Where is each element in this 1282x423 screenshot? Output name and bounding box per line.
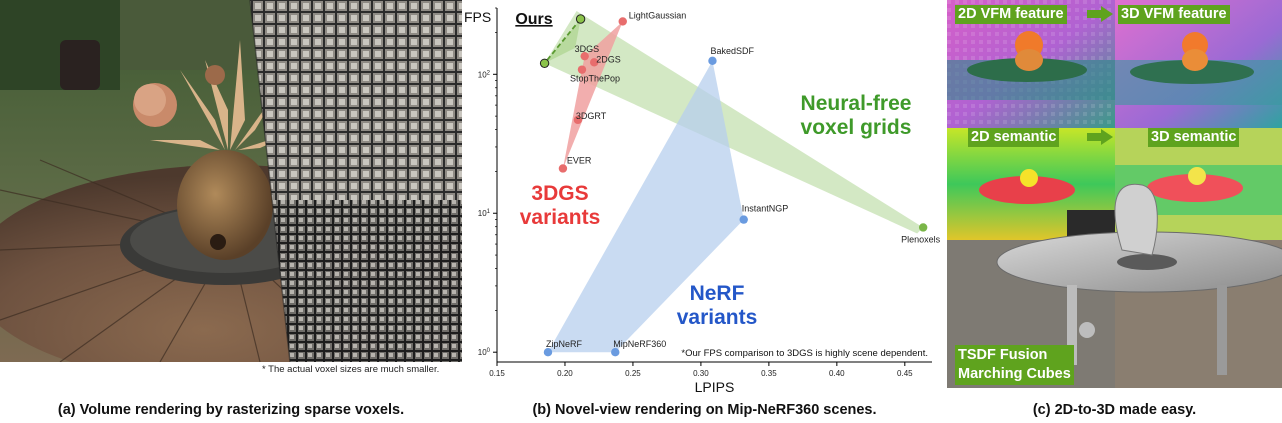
point-label: InstantNGP (742, 204, 789, 214)
x-tick-label: 0.45 (897, 369, 913, 378)
fps-vs-lpips-chart: 0.15 0.20 0.25 0.30 0.35 0.40 0.45 100 101 102 FPS… (462, 0, 947, 398)
ours-group-label: Ours (515, 11, 552, 28)
data-point (580, 51, 589, 61)
point-label: 2DGS (596, 54, 621, 64)
chart-footnote: *Our FPS comparison to 3DGS is highly sc… (681, 348, 928, 359)
x-tick-label: 0.40 (829, 369, 845, 378)
label-tsdf-line1: TSDF Fusion (958, 347, 1048, 363)
label-3d-vfm: 3D VFM feature (1118, 5, 1230, 24)
data-point (543, 347, 553, 357)
caption-a: (a) Volume rendering by rasterizing spar… (57, 402, 405, 418)
x-tick-label: 0.20 (557, 369, 573, 378)
data-point (739, 215, 748, 224)
voxel-size-footnote: * The actual voxel sizes are much smalle… (262, 364, 440, 375)
voxel-grid-region (544, 11, 924, 234)
data-point (611, 347, 620, 357)
nerf-group-label: NeRF (690, 282, 745, 305)
label-tsdf: TSDF Fusion Marching Cubes (955, 345, 1074, 385)
point-label: BakedSDF (710, 46, 754, 56)
label-3d-semantic: 3D semantic (1148, 128, 1240, 147)
data-point (708, 56, 717, 66)
nerf-group-label: variants (677, 306, 758, 329)
ours-point (539, 58, 550, 68)
2d-to-3d-panel: 2D VFM feature 3D VFM feature 2D semanti… (947, 0, 1282, 388)
voxel-rendering-image (0, 0, 462, 362)
3dgs-region (562, 21, 623, 169)
x-tick-label: 0.35 (761, 369, 777, 378)
label-2d-vfm: 2D VFM feature (955, 5, 1067, 24)
caption-b: (b) Novel-view rendering on Mip-NeRF360 … (532, 402, 877, 418)
ours-point (575, 14, 586, 24)
arrow-right-icon (1085, 128, 1115, 146)
y-tick-label: 100 (478, 348, 491, 357)
point-label: StopThePop (570, 74, 620, 84)
data-point (589, 58, 599, 67)
y-tick-label: 101 (478, 209, 491, 218)
y-axis-label: FPS (464, 9, 491, 25)
data-point (558, 164, 568, 173)
data-point (618, 17, 627, 26)
nerf-region (547, 60, 744, 353)
x-tick-label: 0.30 (693, 369, 709, 378)
voxel-group-label: Neural-free (801, 92, 912, 115)
x-tick-label: 0.15 (489, 369, 505, 378)
data-point (577, 65, 587, 74)
arrow-right-icon (1085, 5, 1115, 23)
point-label: 3DGRT (576, 111, 607, 121)
point-label: EVER (567, 155, 592, 165)
garden-scene-illustration (0, 0, 462, 362)
data-point (918, 223, 928, 232)
point-label: 3DGS (575, 44, 600, 54)
y-tick-label: 102 (478, 70, 491, 79)
voxel-group-label: voxel grids (801, 116, 912, 139)
3dgs-group-label: variants (520, 206, 601, 229)
caption-c: (c) 2D-to-3D made easy. (1032, 402, 1197, 418)
x-axis-label: LPIPS (695, 379, 735, 395)
label-2d-semantic: 2D semantic (968, 128, 1060, 147)
point-label: ZipNeRF (546, 339, 583, 349)
ours-connector (543, 18, 582, 64)
point-label: Plenoxels (901, 234, 941, 244)
point-label: LightGaussian (629, 10, 687, 20)
point-label: MipNeRF360 (613, 339, 666, 349)
chart-svg: 0.15 0.20 0.25 0.30 0.35 0.40 0.45 100 101 102 FPS… (464, 7, 941, 395)
data-point (573, 115, 583, 125)
3dgs-group-label: 3DGS (531, 182, 588, 205)
label-tsdf-line2: Marching Cubes (958, 366, 1071, 382)
x-tick-label: 0.25 (625, 369, 641, 378)
2d-to-3d-illustration (947, 0, 1282, 388)
